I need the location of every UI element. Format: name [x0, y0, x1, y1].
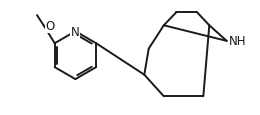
- Text: N: N: [71, 26, 80, 38]
- Text: NH: NH: [229, 35, 247, 48]
- Text: O: O: [45, 20, 54, 33]
